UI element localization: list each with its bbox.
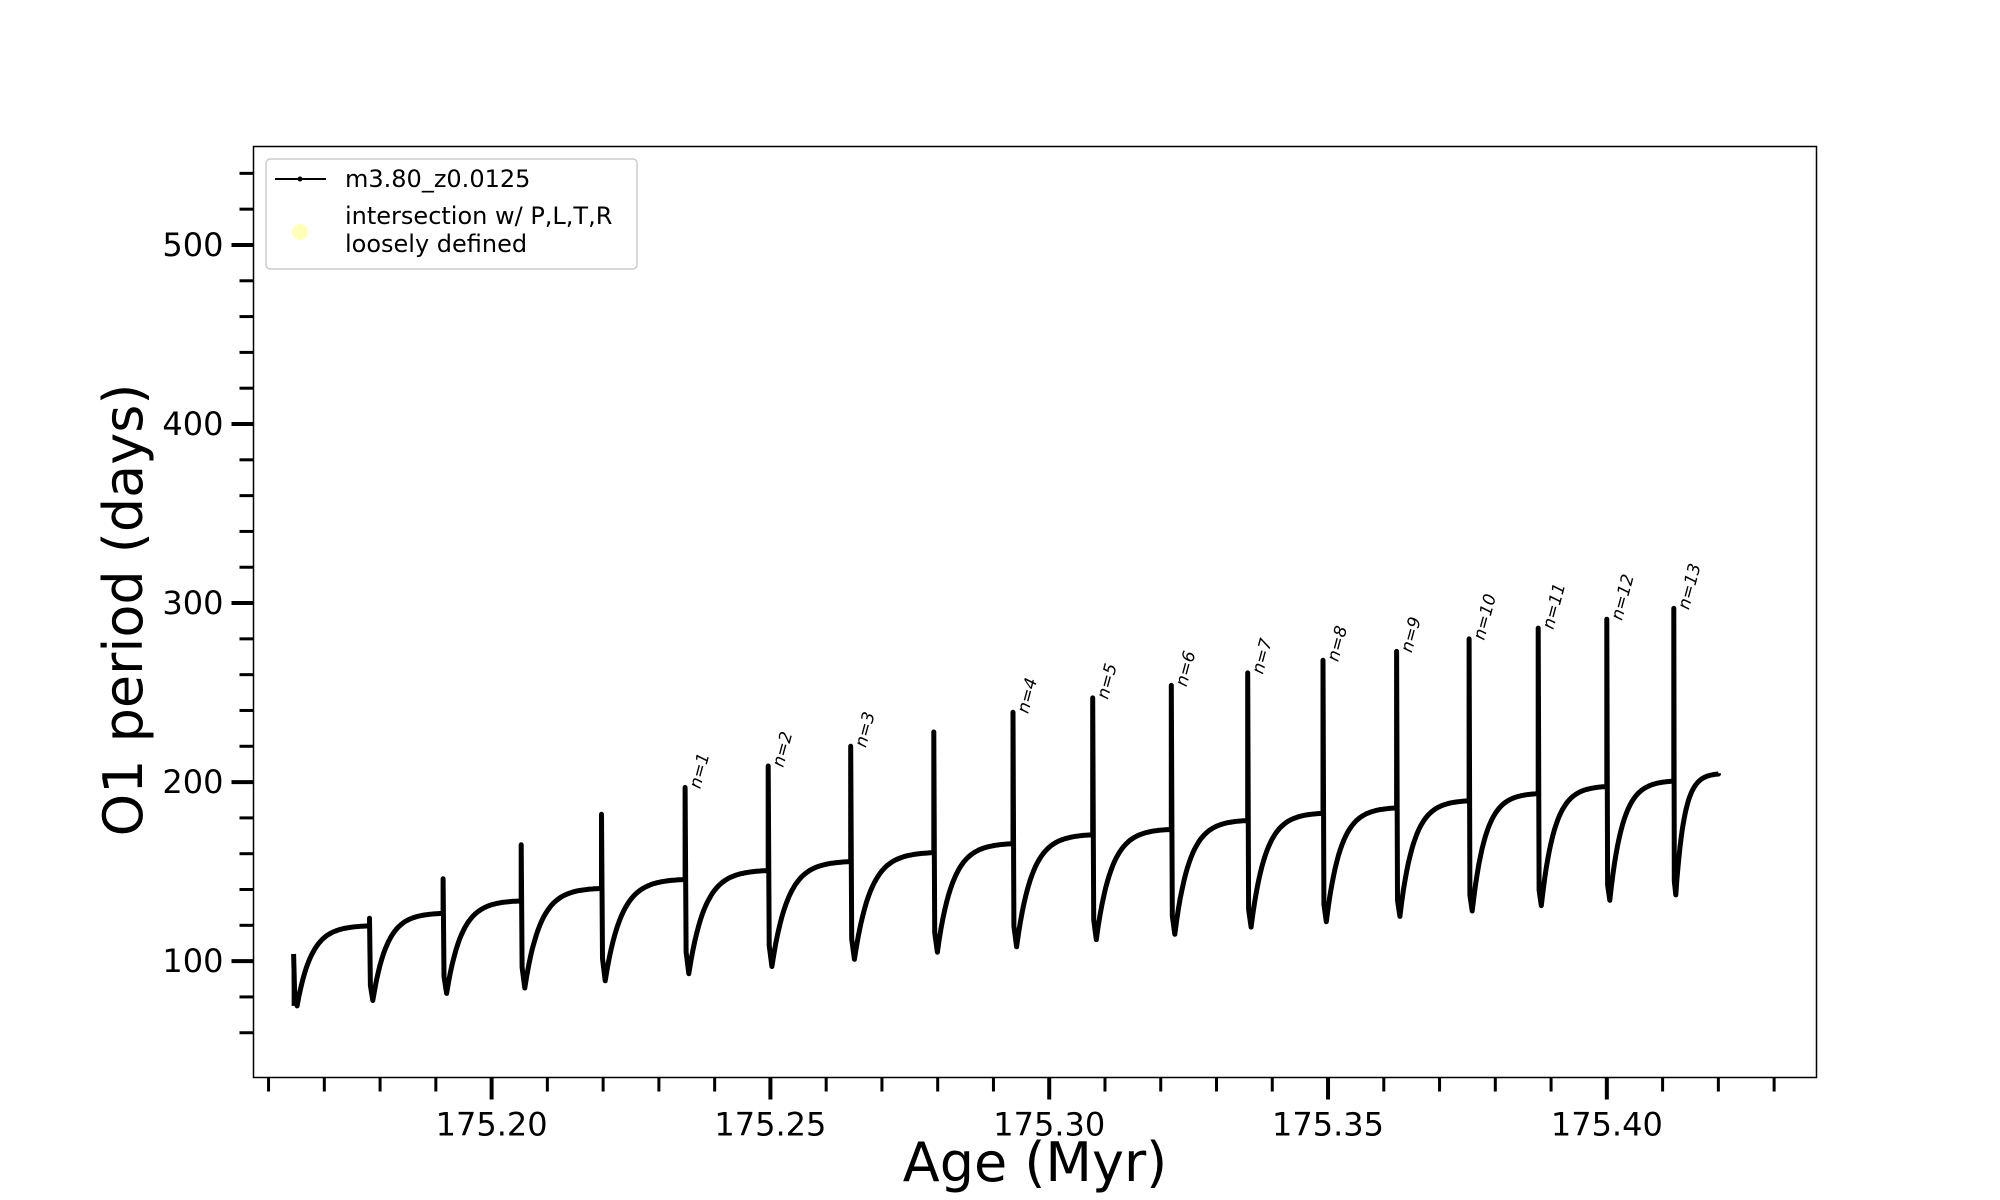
x-tick-label: 175.35 [1272,1106,1384,1144]
legend-dot-marker [297,176,303,182]
plot-frame [252,145,1818,1079]
x-tick-label: 175.25 [714,1106,826,1144]
y-tick-label: 400 [162,405,223,443]
legend-circle-marker [292,224,308,240]
pulse-annotation: n=5 [1093,661,1122,701]
x-tick-label: 175.40 [1551,1106,1663,1144]
pulse-annotation: n=9 [1397,615,1426,655]
pulse-annotation: n=11 [1539,581,1570,631]
y-tick-label: 100 [162,942,223,980]
pulse-annotation: n=12 [1607,572,1638,622]
legend: m3.80_z0.0125 intersection w/ P,L,T,R lo… [265,158,638,270]
pulse-annotation: n=3 [851,710,880,750]
legend-entry-intersection-line2: loosely defined [345,230,527,258]
y-tick-label: 300 [162,584,223,622]
pulse-annotation: n=13 [1674,561,1705,611]
y-tick-label: 200 [162,763,223,801]
y-axis: 100 200 300 400 500 [162,171,254,1035]
x-axis: 175.20 175.25 175.30 175.35 175.40 [267,1077,1776,1144]
y-axis-label: O1 period (days) [92,384,155,837]
y-tick-label: 500 [162,226,223,264]
legend-entry-intersection-line1: intersection w/ P,L,T,R [345,202,612,230]
pulse-annotation: n=4 [1013,676,1042,716]
legend-entry-model: m3.80_z0.0125 [345,165,530,193]
pulse-annotations: n=1 n=2 n=3 n=4 n=5 n=6 n=7 n=8 n=9 n=10 n=11 n=12 n… [686,561,1706,790]
legend-box [265,158,638,270]
pulse-annotation: n=6 [1172,649,1201,689]
series-line [291,605,1721,1009]
pulse-annotation: n=8 [1324,624,1353,664]
x-tick-label: 175.30 [993,1106,1105,1144]
pulse-annotation: n=10 [1470,592,1501,642]
pulse-annotation: n=7 [1248,636,1277,676]
pulse-annotation: n=2 [769,729,798,769]
x-tick-label: 175.20 [436,1106,548,1144]
x-axis-label: Age (Myr) [903,1131,1168,1194]
series-m3.80_z0.0125 [291,605,1721,1009]
pulse-annotation: n=1 [686,751,715,791]
